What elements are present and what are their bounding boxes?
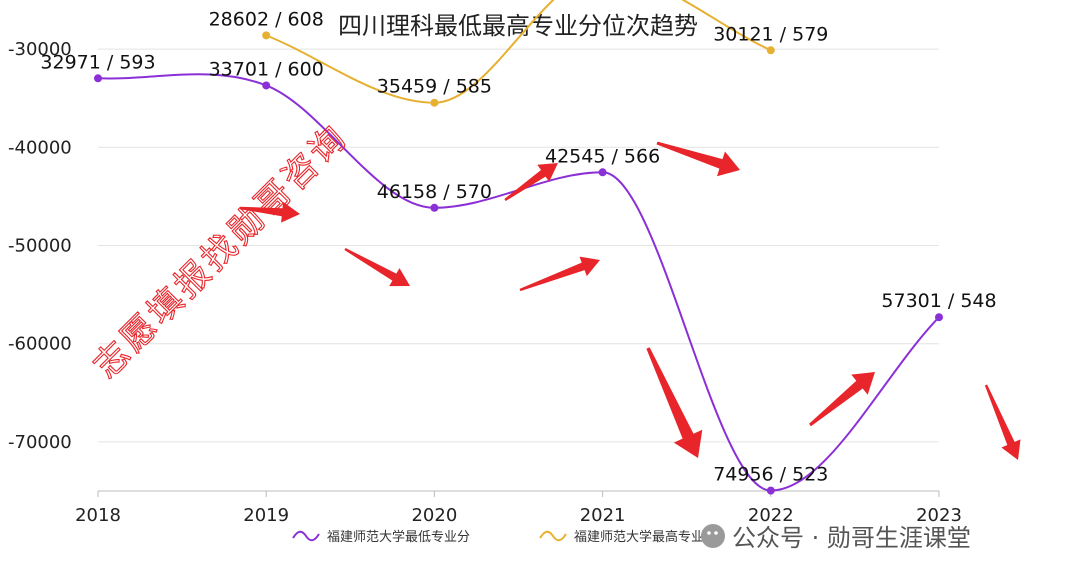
legend-label: 福建师范大学最高专业分	[574, 529, 717, 545]
legend-swatch	[539, 530, 567, 542]
stamp-text: 志愿填报找勋哥咨询	[86, 116, 356, 386]
data-point	[94, 74, 102, 83]
legend-label: 福建师范大学最低专业分	[327, 529, 470, 545]
data-point	[262, 81, 271, 90]
y-tick-label: -30000	[8, 39, 72, 60]
y-tick-label: -50000	[8, 236, 72, 257]
data-label: 30121 / 579	[713, 23, 828, 45]
x-axis: 2018 2019 2020 2021 2022 2023	[75, 490, 962, 526]
series-line	[97, 73, 940, 492]
data-point	[262, 31, 271, 40]
chart-title: 四川理科最低最高专业分位次趋势	[338, 12, 698, 40]
red-arrow-annotation	[809, 372, 875, 427]
annotation-arrows	[239, 141, 1021, 460]
series-layer	[94, 0, 943, 495]
y-axis-ticks: -30000 -40000 -50000 -60000 -70000	[8, 39, 72, 453]
series-line	[265, 0, 772, 104]
data-label: 42545 / 566	[545, 145, 660, 167]
x-tick-label: 2021	[580, 505, 626, 526]
data-point	[766, 486, 775, 495]
legend: 福建师范大学最低专业分 福建师范大学最高专业分	[292, 529, 717, 545]
data-label: 35459 / 585	[377, 76, 492, 98]
x-tick-label: 2022	[748, 505, 794, 526]
y-tick-label: -40000	[8, 137, 72, 158]
wechat-icon-eye-right	[714, 531, 718, 535]
watermark-text: 公众号 · 勋哥生涯课堂	[732, 524, 971, 552]
y-tick-label: -70000	[8, 432, 72, 453]
data-labels: 32971 / 593 33701 / 600 46158 / 570 42545 /…	[40, 8, 996, 486]
red-arrow-annotation	[984, 384, 1021, 460]
data-label: 74956 / 523	[713, 464, 828, 486]
data-label: 33701 / 600	[209, 58, 324, 80]
legend-swatch	[292, 530, 320, 542]
x-tick-label: 2019	[243, 505, 289, 526]
red-arrow-annotation	[646, 347, 703, 458]
red-arrow-annotation	[239, 201, 300, 223]
data-point	[598, 168, 607, 177]
watermark: 公众号 · 勋哥生涯课堂	[701, 524, 971, 552]
red-arrow-annotation	[519, 256, 600, 292]
data-label: 46158 / 570	[377, 181, 492, 203]
data-point	[430, 98, 439, 107]
handwritten-stamp: 志愿填报找勋哥咨询	[86, 116, 357, 387]
red-arrow-annotation	[656, 141, 740, 177]
data-point	[430, 203, 439, 212]
y-tick-label: -60000	[8, 334, 72, 355]
x-tick-label: 2020	[411, 505, 457, 526]
data-point	[766, 46, 775, 55]
red-arrow-annotation	[504, 163, 558, 201]
x-tick-label: 2018	[75, 505, 121, 526]
gridlines	[98, 48, 939, 443]
data-label: 57301 / 548	[881, 290, 996, 312]
data-label: 28602 / 608	[209, 8, 324, 30]
red-arrow-annotation	[344, 248, 410, 287]
data-point	[935, 313, 943, 322]
wechat-icon	[701, 524, 725, 548]
wechat-icon-eye-left	[707, 531, 711, 535]
data-label: 32971 / 593	[40, 51, 155, 73]
x-tick-label: 2023	[916, 505, 962, 526]
